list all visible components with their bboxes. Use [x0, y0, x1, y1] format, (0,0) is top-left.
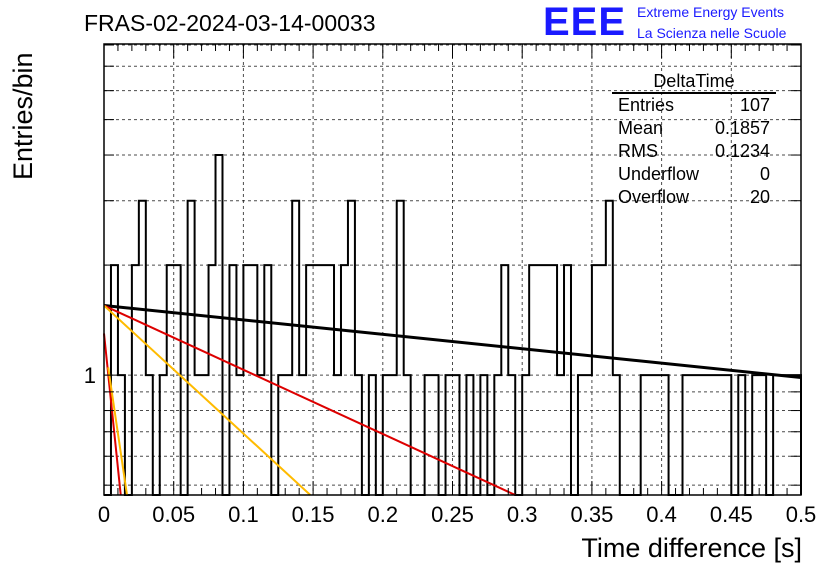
stats-title: DeltaTime	[612, 70, 776, 94]
y-tick-labels: 1	[84, 363, 96, 388]
fit-curve	[103, 304, 311, 496]
x-tick-label: 0.35	[570, 502, 613, 527]
fit-curve	[103, 304, 516, 496]
fit-curves	[103, 304, 802, 496]
x-tick-label: 0.3	[507, 502, 538, 527]
fit-curve	[103, 304, 802, 380]
stats-value: 0.1234	[714, 141, 770, 161]
stats-label: Entries	[618, 95, 675, 115]
x-tick-label: 0.25	[431, 502, 474, 527]
stats-value: 107	[739, 95, 770, 115]
y-axis-label: Entries/bin	[8, 52, 38, 180]
x-axis-label: Time difference [s]	[581, 533, 802, 563]
stats-label: RMS	[618, 141, 658, 161]
x-tick-label: 0.2	[368, 502, 399, 527]
stats-label: Overflow	[618, 187, 690, 207]
fit-curve	[103, 333, 122, 496]
stats-row: RMS 0.1234	[612, 140, 776, 163]
stats-row: Entries 107	[612, 94, 776, 117]
stats-box: DeltaTime Entries 107 Mean 0.1857 RMS 0.…	[612, 70, 776, 209]
stats-value: 0	[759, 164, 770, 184]
x-tick-label: 0	[98, 502, 110, 527]
y-tick-label: 1	[84, 363, 96, 388]
x-tick-label: 0.15	[292, 502, 335, 527]
x-tick-label: 0.45	[710, 502, 753, 527]
fit-curve	[107, 367, 128, 496]
x-tick-label: 0.1	[228, 502, 259, 527]
stats-label: Underflow	[618, 164, 700, 184]
x-tick-label: 0.4	[646, 502, 677, 527]
stats-row: Underflow 0	[612, 163, 776, 186]
eee-logo: EEE	[543, 0, 627, 44]
stats-row: Overflow 20	[612, 186, 776, 209]
logo-line-2: La Scienza nelle Scuole	[637, 25, 787, 41]
chart-title: FRAS-02-2024-03-14-00033	[84, 10, 376, 36]
logo-line-1: Extreme Energy Events	[637, 4, 785, 20]
axes	[103, 43, 802, 496]
histogram-bars	[104, 154, 802, 496]
stats-value: 0.1857	[714, 118, 770, 138]
x-tick-label: 0.05	[152, 502, 195, 527]
stats-value: 20	[749, 187, 770, 207]
stats-row: Mean 0.1857	[612, 117, 776, 140]
x-tick-label: 0.5	[786, 502, 817, 527]
histogram-outline	[104, 154, 802, 496]
x-tick-labels: 0 0.05 0.1 0.15 0.2 0.25 0.3 0.35 0.4 0.45 0.5	[98, 502, 816, 527]
stats-label: Mean	[618, 118, 664, 138]
